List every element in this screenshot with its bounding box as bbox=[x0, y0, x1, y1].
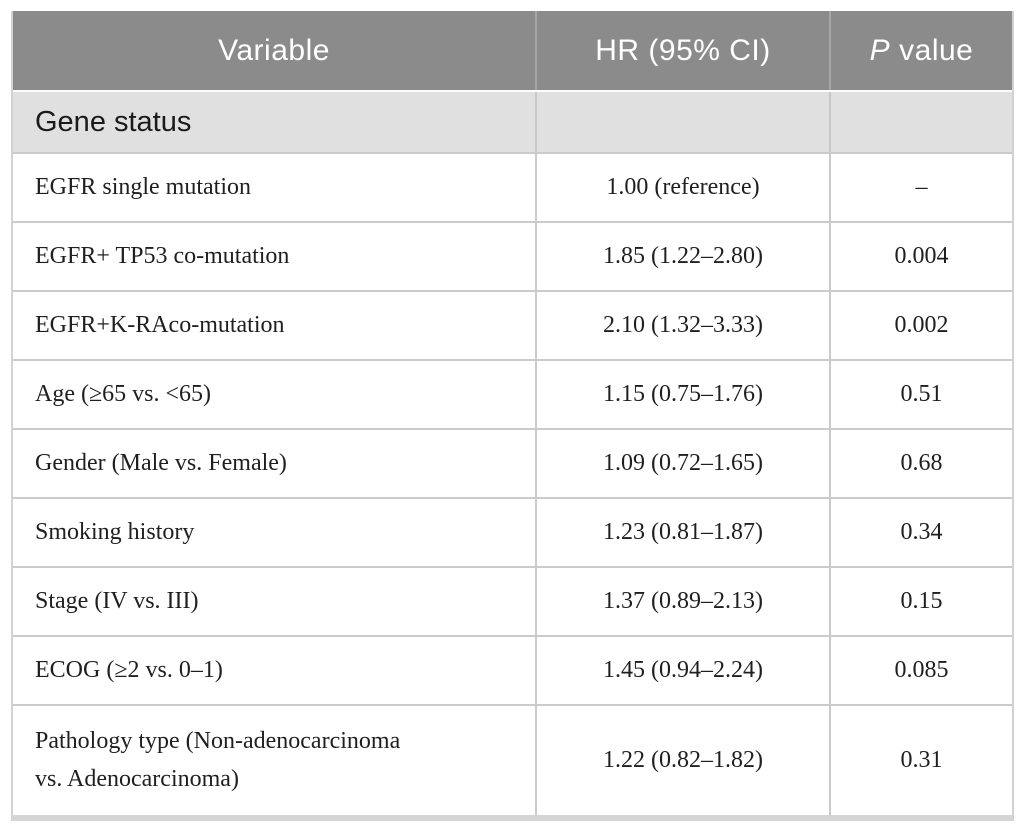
table-row: ECOG (≥2 vs. 0–1) 1.45 (0.94–2.24) 0.085 bbox=[13, 635, 1012, 704]
variable-cell: Gender (Male vs. Female) bbox=[35, 450, 287, 476]
section-empty-hr-cell bbox=[535, 92, 829, 152]
hr-cell: 1.37 (0.89–2.13) bbox=[603, 588, 763, 614]
table-row: EGFR single mutation 1.00 (reference) – bbox=[13, 152, 1012, 221]
section-row-gene-status: Gene status bbox=[13, 90, 1012, 152]
variable-cell: Stage (IV vs. III) bbox=[35, 588, 199, 614]
hr-cell: 1.45 (0.94–2.24) bbox=[603, 657, 763, 683]
pvalue-cell: – bbox=[915, 174, 928, 200]
hr-cell: 1.15 (0.75–1.76) bbox=[603, 381, 763, 407]
section-label: Gene status bbox=[35, 105, 192, 138]
variable-cell: EGFR+ TP53 co-mutation bbox=[35, 243, 290, 269]
table-row: Stage (IV vs. III) 1.37 (0.89–2.13) 0.15 bbox=[13, 566, 1012, 635]
header-pvalue-rest: value bbox=[899, 33, 974, 67]
variable-cell: Age (≥65 vs. <65) bbox=[35, 381, 212, 407]
variable-cell: EGFR single mutation bbox=[35, 174, 251, 200]
pvalue-cell: 0.51 bbox=[900, 381, 943, 407]
section-label-cell: Gene status bbox=[13, 92, 535, 152]
pvalue-cell: 0.004 bbox=[894, 243, 949, 269]
header-pvalue: P value bbox=[829, 11, 1012, 90]
pvalue-cell: 0.31 bbox=[900, 747, 943, 773]
table-row: Pathology type (Non-adenocarcinoma vs. A… bbox=[13, 704, 1012, 815]
header-hr-label: HR (95% CI) bbox=[595, 33, 771, 67]
hr-cell: 1.23 (0.81–1.87) bbox=[603, 519, 763, 545]
section-empty-p-cell bbox=[829, 92, 1012, 152]
header-hr: HR (95% CI) bbox=[535, 11, 829, 90]
pvalue-cell: 0.002 bbox=[894, 312, 949, 338]
hr-cell: 1.22 (0.82–1.82) bbox=[603, 747, 763, 773]
pvalue-cell: 0.085 bbox=[894, 657, 949, 683]
table-row: Gender (Male vs. Female) 1.09 (0.72–1.65… bbox=[13, 428, 1012, 497]
table-row: EGFR+ TP53 co-mutation 1.85 (1.22–2.80) … bbox=[13, 221, 1012, 290]
variable-cell: EGFR+K-RAco-mutation bbox=[35, 312, 285, 338]
hr-cell: 1.09 (0.72–1.65) bbox=[603, 450, 763, 476]
table-row: Smoking history 1.23 (0.81–1.87) 0.34 bbox=[13, 497, 1012, 566]
pvalue-cell: 0.34 bbox=[900, 519, 943, 545]
table-header-row: Variable HR (95% CI) P value bbox=[13, 11, 1012, 90]
pvalue-cell: 0.15 bbox=[900, 588, 943, 614]
header-variable: Variable bbox=[13, 11, 535, 90]
table-row: Age (≥65 vs. <65) 1.15 (0.75–1.76) 0.51 bbox=[13, 359, 1012, 428]
pvalue-cell: 0.68 bbox=[900, 450, 943, 476]
table-row: EGFR+K-RAco-mutation 2.10 (1.32–3.33) 0.… bbox=[13, 290, 1012, 359]
hazard-ratio-table: Variable HR (95% CI) P value Gene status… bbox=[11, 11, 1014, 821]
variable-cell: Pathology type (Non-adenocarcinoma vs. A… bbox=[35, 728, 401, 792]
variable-cell: ECOG (≥2 vs. 0–1) bbox=[35, 657, 223, 683]
hr-cell: 1.85 (1.22–2.80) bbox=[603, 243, 763, 269]
header-pvalue-p: P bbox=[869, 33, 891, 67]
hr-cell: 2.10 (1.32–3.33) bbox=[603, 312, 763, 338]
hr-cell: 1.00 (reference) bbox=[606, 174, 760, 200]
header-variable-label: Variable bbox=[218, 33, 330, 67]
variable-cell: Smoking history bbox=[35, 519, 195, 545]
